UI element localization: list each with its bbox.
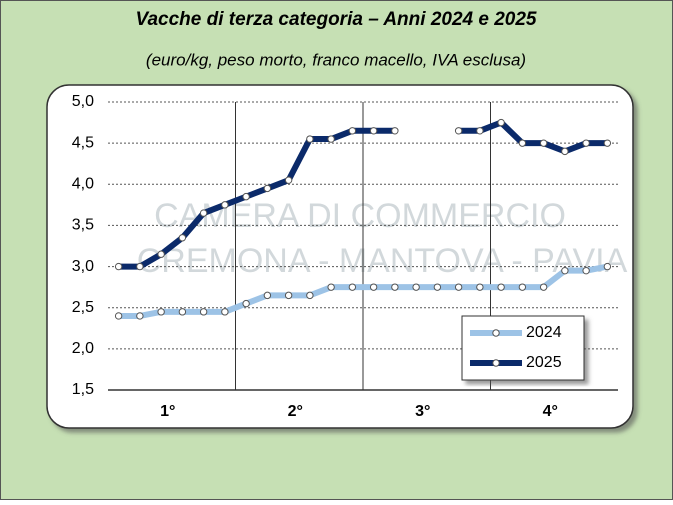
y-tick-label: 3,5 — [72, 217, 94, 234]
data-point — [561, 147, 569, 156]
data-point — [221, 308, 229, 316]
y-tick-label: 2,5 — [72, 299, 94, 316]
data-point — [327, 283, 335, 291]
data-point — [284, 291, 293, 300]
data-point — [178, 234, 187, 242]
y-tick-label: 3,0 — [72, 258, 94, 275]
data-point — [582, 139, 590, 147]
data-point — [136, 262, 144, 271]
data-point — [539, 139, 548, 147]
data-point — [369, 127, 378, 135]
data-point — [391, 127, 399, 135]
legend-label: 2025 — [526, 354, 562, 371]
y-tick-label: 1,5 — [72, 381, 94, 398]
data-point — [178, 308, 187, 316]
data-point — [603, 262, 612, 271]
x-tick-label: 3° — [415, 403, 430, 420]
data-point — [263, 291, 272, 300]
legend-marker — [492, 359, 500, 367]
data-point — [454, 127, 463, 135]
data-point — [199, 209, 208, 217]
chart-subtitle: (euro/kg, peso morto, franco macello, IV… — [146, 50, 526, 69]
data-point — [348, 283, 357, 291]
x-tick-label: 1° — [160, 403, 175, 420]
data-point — [433, 283, 442, 291]
data-point — [497, 118, 505, 127]
data-point — [114, 262, 123, 271]
chart-title: Vacche di terza categoria – Anni 2024 e … — [136, 9, 537, 30]
data-point — [476, 127, 484, 135]
data-point — [603, 139, 612, 147]
data-point — [242, 192, 250, 201]
y-tick-label: 5,0 — [72, 93, 94, 110]
y-tick-label: 4,5 — [72, 134, 94, 151]
data-point — [348, 127, 357, 135]
y-tick-label: 2,0 — [72, 340, 94, 357]
data-point — [327, 135, 335, 143]
data-point — [157, 308, 165, 316]
data-point — [157, 250, 165, 258]
data-point — [221, 201, 229, 209]
data-point — [136, 312, 144, 320]
x-tick-label: 2° — [288, 403, 303, 420]
data-point — [454, 283, 463, 291]
data-point — [476, 283, 484, 291]
data-point — [518, 139, 527, 147]
data-point — [582, 266, 590, 275]
data-point — [306, 135, 314, 143]
data-point — [539, 283, 548, 291]
data-point — [369, 283, 378, 291]
legend-label: 2024 — [526, 324, 562, 341]
data-point — [561, 266, 569, 275]
data-point — [412, 283, 420, 291]
data-point — [284, 176, 293, 184]
data-point — [242, 299, 250, 308]
x-tick-label: 4° — [543, 403, 558, 420]
series-line — [118, 119, 608, 270]
data-point — [518, 283, 527, 291]
data-point — [306, 291, 314, 300]
data-point — [391, 283, 399, 291]
legend-marker — [492, 329, 500, 337]
data-point — [497, 283, 505, 291]
y-tick-label: 4,0 — [72, 176, 94, 193]
watermark: CAMERA DI COMMERCIO — [154, 197, 566, 235]
legend-box — [461, 315, 585, 381]
data-point — [114, 312, 123, 320]
watermark: CREMONA - MANTOVA - PAVIA — [137, 242, 628, 280]
data-point — [263, 184, 272, 193]
data-point — [199, 308, 208, 316]
